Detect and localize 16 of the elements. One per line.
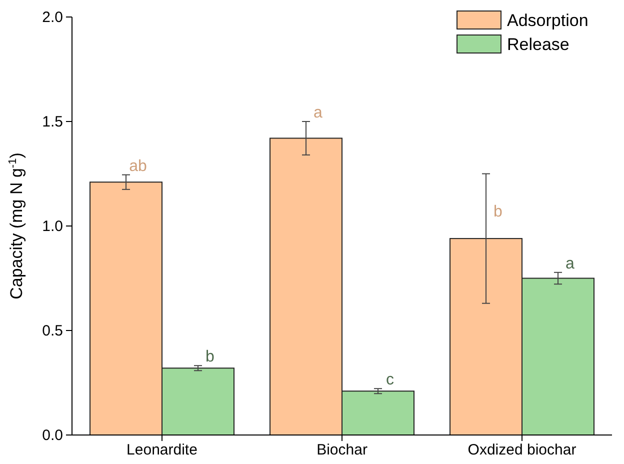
y-tick-label: 2.0 — [42, 8, 63, 26]
y-tick-label: 0.0 — [42, 426, 63, 444]
data-label: c — [386, 372, 394, 389]
legend-label: Adsorption — [507, 11, 588, 30]
data-label: b — [494, 204, 503, 221]
y-tick-label: 0.5 — [42, 322, 63, 340]
y-tick-label: 1.5 — [42, 113, 63, 130]
legend-label: Release — [507, 35, 570, 54]
y-tick-label: 1.0 — [42, 218, 63, 235]
x-tick-label: Biochar — [316, 442, 368, 459]
data-label: a — [314, 104, 323, 122]
data-label: b — [206, 348, 215, 366]
x-tick-label: Oxdized biochar — [468, 442, 576, 459]
x-tick-label: Leonardite — [126, 442, 198, 459]
data-label: ab — [129, 158, 147, 175]
data-label: a — [566, 255, 575, 272]
